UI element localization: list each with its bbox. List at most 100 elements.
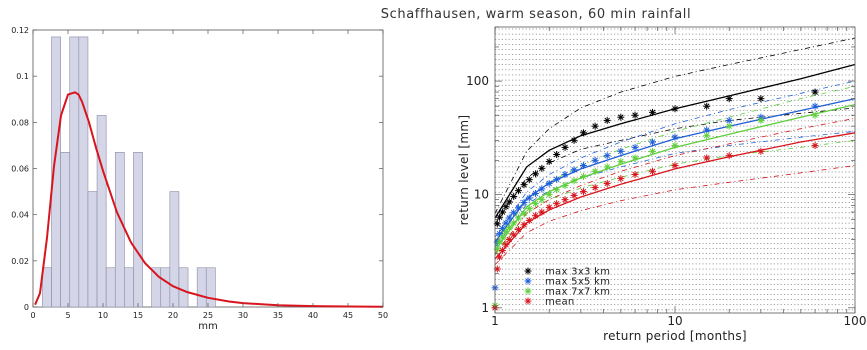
marker-stroke <box>580 129 587 136</box>
marker-0-9 <box>532 170 540 178</box>
histogram-bar-18 <box>196 267 207 308</box>
marker-2-2 <box>496 238 504 246</box>
marker-stroke <box>672 134 678 140</box>
marker-stroke <box>812 112 818 119</box>
marker-2-26 <box>811 111 819 119</box>
marker-stroke <box>703 127 710 133</box>
marker-stroke <box>618 148 624 155</box>
y-tick-label: 10 <box>474 187 489 201</box>
marker-stroke <box>592 184 598 191</box>
marker-0-15 <box>579 129 587 137</box>
marker-3-1 <box>493 265 501 273</box>
marker-3-12 <box>545 203 553 211</box>
marker-3-26 <box>811 142 819 150</box>
marker-stroke <box>494 221 501 227</box>
marker-stroke <box>758 148 764 155</box>
legend-marker-0 <box>524 267 532 275</box>
histogram-bar-1 <box>42 267 52 308</box>
histogram-bar-9 <box>114 152 125 308</box>
marker-stroke <box>494 266 501 272</box>
ci-upper-line-0 <box>494 37 856 214</box>
marker-2-1 <box>493 245 501 253</box>
marker-0-25 <box>811 88 819 96</box>
marker-0-16 <box>591 122 599 130</box>
marker-stroke <box>703 132 710 139</box>
histogram-y-tick-label: 0.1 <box>16 72 29 81</box>
y-tick-label: 100 <box>466 74 489 88</box>
marker-0-24 <box>757 95 765 103</box>
marker-stroke <box>546 191 552 198</box>
marker-stroke <box>521 199 527 206</box>
marker-0-13 <box>561 143 569 151</box>
marker-stroke <box>532 190 539 197</box>
histogram-bar-15 <box>169 191 180 308</box>
return-level-gridlines <box>495 28 855 311</box>
marker-stroke <box>526 176 533 183</box>
marker-2-19 <box>617 158 625 166</box>
marker-stroke <box>632 112 638 119</box>
marker-stroke <box>618 114 624 121</box>
marker-0-12 <box>553 151 561 159</box>
marker-stroke <box>521 210 527 217</box>
figure-title: Schaffhausen, warm season, 60 min rainfa… <box>381 7 691 22</box>
marker-2-7 <box>514 214 522 222</box>
histogram-y-tick-label: 0 <box>24 303 29 312</box>
marker-2-3 <box>498 233 506 241</box>
marker-1-6 <box>510 209 518 217</box>
marker-3-13 <box>553 200 561 208</box>
histogram-bar-6 <box>87 191 98 308</box>
return-level-x-axis-label: return period [months] <box>603 329 747 343</box>
marker-2-17 <box>591 167 599 175</box>
marker-stroke <box>526 195 533 201</box>
marker-stroke <box>510 220 517 226</box>
histogram-y-tick-label: 0.08 <box>11 118 29 127</box>
marker-stroke <box>726 117 732 124</box>
marker-3-17 <box>591 184 599 192</box>
marker-stroke <box>580 188 587 195</box>
marker-stroke <box>553 200 560 207</box>
marker-stroke <box>506 224 513 231</box>
marker-stroke <box>571 166 577 173</box>
marker-1-20 <box>631 143 639 151</box>
marker-1-22 <box>671 133 679 141</box>
marker-stroke <box>553 186 560 193</box>
marker-1-18 <box>603 152 611 160</box>
marker-1-13 <box>553 175 561 183</box>
marker-stroke <box>506 199 513 205</box>
histogram-bar-16 <box>178 267 189 308</box>
histogram-bar-10 <box>124 267 134 308</box>
marker-2-11 <box>538 196 546 204</box>
histogram-y-tick-label: 0.04 <box>11 211 29 220</box>
marker-2-21 <box>649 147 657 155</box>
marker-3-25 <box>757 147 765 155</box>
marker-3-4 <box>502 241 510 249</box>
marker-0-7 <box>520 181 528 189</box>
histogram-y-tick-label: 0.02 <box>11 257 29 266</box>
marker-stroke <box>499 247 506 254</box>
marker-stroke <box>525 268 531 274</box>
histogram-y-tick-label: 0.06 <box>11 165 29 174</box>
marker-stroke <box>494 246 501 252</box>
marker-stroke <box>812 89 818 95</box>
marker-0-21 <box>671 105 679 113</box>
marker-1-17 <box>591 156 599 164</box>
marker-stroke <box>604 180 610 187</box>
marker-0-3 <box>502 203 510 211</box>
marker-stroke <box>506 215 513 221</box>
marker-stroke <box>604 117 610 124</box>
marker-1-11 <box>538 185 546 193</box>
marker-3-16 <box>579 188 587 196</box>
marker-stroke <box>525 288 531 294</box>
legend-label-0: max 3x3 km <box>545 267 610 278</box>
marker-0-2 <box>498 208 506 216</box>
marker-0-8 <box>525 176 533 184</box>
marker-2-5 <box>505 224 513 232</box>
marker-stroke <box>546 158 552 165</box>
marker-1-12 <box>545 179 553 187</box>
histogram-chart: 0 5 10 15 20 25 30 35 40 45 50 0 0.02 0.04 0.06 0.08 0.1… <box>11 26 388 332</box>
histogram-bar-8 <box>105 267 116 308</box>
marker-3-3 <box>498 247 506 255</box>
legend-marker-1 <box>524 277 532 285</box>
x-tick-label: 100 <box>844 314 867 328</box>
